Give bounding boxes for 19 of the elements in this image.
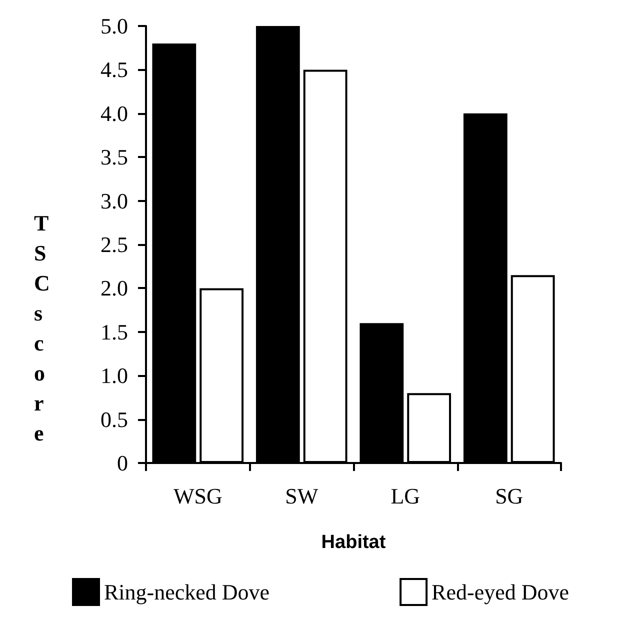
legend-label: Red-eyed Dove: [432, 580, 570, 604]
y-tick-label: 1.5: [100, 319, 128, 344]
y-tick-label: 1.0: [100, 363, 128, 388]
y-tick-label: 4.5: [100, 57, 128, 82]
y-tick-label: 0.5: [100, 406, 128, 432]
x-tick-label: WSG: [173, 484, 222, 508]
x-tick-label: SW: [285, 484, 318, 508]
y-tick-label: 5.0: [100, 14, 128, 38]
y-tick-label: 3.5: [100, 144, 128, 170]
y-tick-label: 2.0: [100, 276, 128, 301]
y-tick-label: 3.0: [100, 188, 128, 214]
y-tick-label: 0: [117, 450, 128, 476]
x-axis-title: Habitat: [321, 532, 386, 553]
y-tick-label: 4.0: [100, 100, 128, 126]
y-tick-label: 2.5: [100, 232, 128, 257]
legend-label: Ring-necked Dove: [104, 580, 270, 604]
x-tick-label: LG: [390, 484, 420, 508]
y-axis-title: TSCscore: [34, 210, 50, 446]
x-tick-label: SG: [495, 484, 524, 508]
